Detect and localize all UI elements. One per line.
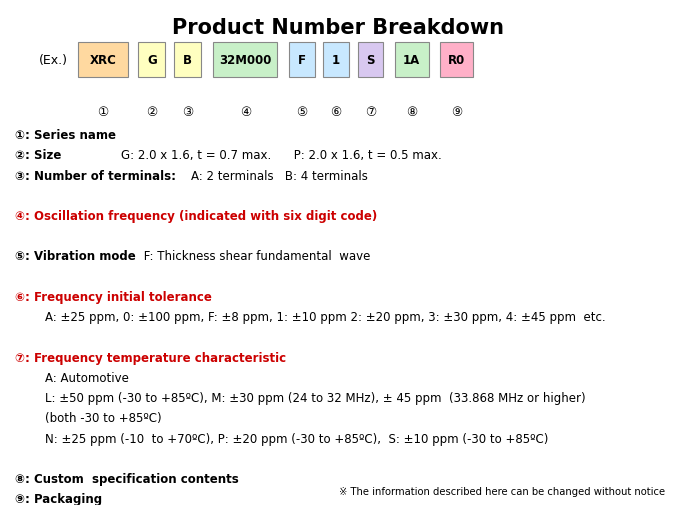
Text: ④: ④ [240,106,251,119]
Text: G: 2.0 x 1.6, t = 0.7 max.      P: 2.0 x 1.6, t = 0.5 max.: G: 2.0 x 1.6, t = 0.7 max. P: 2.0 x 1.6,… [61,149,442,162]
Text: ①: Series name: ①: Series name [15,129,116,142]
Text: ⑧: Custom  specification contents: ⑧: Custom specification contents [15,472,238,485]
FancyBboxPatch shape [213,43,277,78]
FancyBboxPatch shape [395,43,429,78]
Text: ※ The information described here can be changed without notice: ※ The information described here can be … [339,486,665,496]
FancyBboxPatch shape [358,43,383,78]
Text: 1: 1 [332,54,340,67]
Text: ⑨: ⑨ [451,106,462,119]
Text: S: S [367,54,375,67]
FancyBboxPatch shape [323,43,349,78]
Text: L: ±50 ppm (-30 to +85ºC), M: ±30 ppm (24 to 32 MHz), ± 45 ppm  (33.868 MHz or h: L: ±50 ppm (-30 to +85ºC), M: ±30 ppm (2… [15,391,585,405]
Text: ②: ② [146,106,157,119]
Text: XRC: XRC [90,54,116,67]
Text: ⑤: Vibration mode: ⑤: Vibration mode [15,250,140,263]
Text: ③: ③ [182,106,193,119]
Text: (Ex.): (Ex.) [39,54,68,67]
Text: ⑧: ⑧ [406,106,417,119]
Text: ⑦: Frequency temperature characteristic: ⑦: Frequency temperature characteristic [15,351,286,364]
FancyBboxPatch shape [289,43,315,78]
Text: ④: Oscillation frequency (indicated with six digit code): ④: Oscillation frequency (indicated with… [15,210,377,223]
Text: R0: R0 [448,54,465,67]
FancyBboxPatch shape [78,43,128,78]
Text: ②: Size: ②: Size [15,149,61,162]
Text: Product Number Breakdown: Product Number Breakdown [171,18,504,38]
Text: F: Thickness shear fundamental  wave: F: Thickness shear fundamental wave [140,250,370,263]
Text: ⑥: Frequency initial tolerance: ⑥: Frequency initial tolerance [15,290,212,304]
Text: ⑨: Packaging: ⑨: Packaging [15,492,102,505]
Text: N: ±25 ppm (-10  to +70ºC), P: ±20 ppm (-30 to +85ºC),  S: ±10 ppm (-30 to +85ºC: N: ±25 ppm (-10 to +70ºC), P: ±20 ppm (-… [15,432,548,445]
Text: ⑦: ⑦ [365,106,376,119]
FancyBboxPatch shape [138,43,165,78]
Text: A: ±25 ppm, 0: ±100 ppm, F: ±8 ppm, 1: ±10 ppm 2: ±20 ppm, 3: ±30 ppm, 4: ±45 pp: A: ±25 ppm, 0: ±100 ppm, F: ±8 ppm, 1: ±… [15,311,605,324]
Text: A: 2 terminals   B: 4 terminals: A: 2 terminals B: 4 terminals [176,169,368,182]
Text: A: Automotive: A: Automotive [15,371,129,384]
Text: (both -30 to +85ºC): (both -30 to +85ºC) [15,412,161,425]
Text: ①: ① [97,106,109,119]
Text: F: F [298,54,306,67]
FancyBboxPatch shape [174,43,201,78]
Text: 1A: 1A [403,54,421,67]
FancyBboxPatch shape [440,43,472,78]
Text: ⑤: ⑤ [296,106,307,119]
Text: ⑥: ⑥ [331,106,342,119]
Text: 32M000: 32M000 [219,54,271,67]
Text: B: B [183,54,192,67]
Text: ③: Number of terminals:: ③: Number of terminals: [15,169,176,182]
Text: G: G [147,54,157,67]
